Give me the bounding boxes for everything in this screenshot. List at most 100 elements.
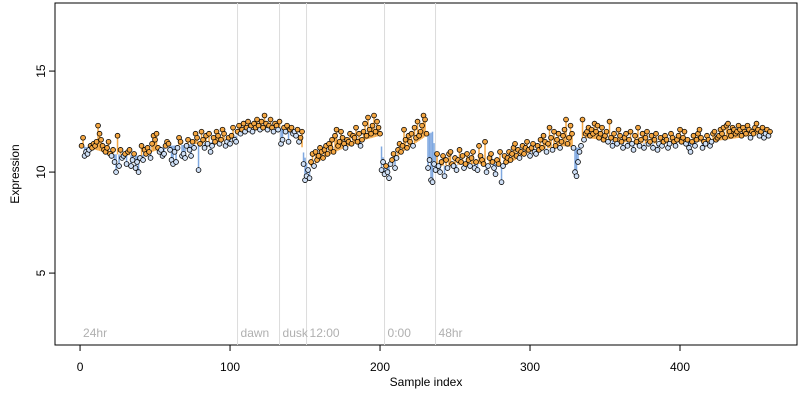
data-point xyxy=(747,134,754,141)
data-point xyxy=(495,161,502,167)
data-point xyxy=(548,134,554,141)
data-point xyxy=(198,128,205,135)
data-point xyxy=(497,149,503,155)
data-point xyxy=(648,132,655,139)
data-point xyxy=(543,149,550,155)
data-point xyxy=(404,145,410,151)
data-point xyxy=(690,132,697,139)
x-tick-label: 400 xyxy=(670,360,690,374)
data-point xyxy=(635,124,641,131)
data-point xyxy=(183,143,190,149)
data-point xyxy=(579,116,586,123)
data-point xyxy=(759,124,766,131)
data-point xyxy=(186,147,193,153)
data-point xyxy=(173,159,179,165)
data-point xyxy=(197,140,203,147)
data-point xyxy=(240,120,247,127)
data-point xyxy=(194,134,200,141)
annotation: dawn xyxy=(241,326,270,340)
data-point xyxy=(447,149,454,155)
data-point xyxy=(138,143,145,149)
data-point xyxy=(537,136,544,143)
data-point xyxy=(177,138,184,145)
data-point xyxy=(419,122,425,129)
data-point xyxy=(627,128,634,135)
data-point xyxy=(654,147,661,153)
data-point xyxy=(389,157,395,163)
data-point xyxy=(680,134,686,141)
data-point xyxy=(191,145,197,151)
data-point xyxy=(480,161,487,167)
data-point xyxy=(401,126,407,133)
data-point xyxy=(195,167,202,173)
data-point xyxy=(512,140,518,147)
data-point xyxy=(288,124,295,131)
data-point xyxy=(147,155,154,161)
data-point xyxy=(561,126,568,133)
data-point xyxy=(374,118,380,125)
data-point xyxy=(549,147,556,153)
data-point xyxy=(681,128,688,135)
data-point xyxy=(209,143,215,149)
data-point xyxy=(300,161,307,167)
data-point xyxy=(539,145,545,151)
data-point xyxy=(443,157,449,163)
data-point xyxy=(557,145,563,151)
data-point xyxy=(158,147,164,153)
data-point xyxy=(275,126,281,133)
data-point xyxy=(437,169,443,175)
data-point xyxy=(573,173,580,179)
data-point xyxy=(633,138,640,145)
data-point xyxy=(207,149,214,155)
data-point xyxy=(338,128,344,135)
data-point xyxy=(516,155,523,161)
data-point xyxy=(215,132,221,139)
data-point xyxy=(687,149,694,155)
data-point xyxy=(629,140,635,147)
data-point xyxy=(474,167,481,173)
data-point xyxy=(171,149,178,155)
data-point xyxy=(363,132,370,139)
data-point xyxy=(123,161,130,167)
data-point xyxy=(206,130,212,137)
data-point xyxy=(228,132,235,139)
data-point xyxy=(161,151,167,157)
data-point xyxy=(569,130,575,137)
data-point xyxy=(285,138,292,145)
data-point xyxy=(435,163,442,169)
data-point xyxy=(533,151,539,157)
data-point xyxy=(212,138,218,145)
data-point xyxy=(699,145,706,151)
data-point xyxy=(342,145,349,151)
y-tick-label: 15 xyxy=(34,64,48,78)
data-point xyxy=(647,138,653,145)
data-point xyxy=(434,151,440,157)
data-point xyxy=(249,128,256,135)
data-point xyxy=(356,130,362,137)
data-point xyxy=(402,136,409,143)
data-point xyxy=(485,163,491,169)
data-point xyxy=(407,138,413,145)
data-point xyxy=(489,159,496,165)
data-point xyxy=(639,130,646,137)
plot-frame xyxy=(54,2,798,346)
data-point xyxy=(369,122,376,129)
data-point xyxy=(545,140,551,147)
data-point xyxy=(384,169,391,175)
data-point xyxy=(306,175,313,181)
data-point xyxy=(386,175,392,181)
data-point xyxy=(320,155,326,161)
data-point xyxy=(368,130,374,137)
data-point xyxy=(411,124,418,131)
data-point xyxy=(609,143,616,149)
data-point xyxy=(351,134,358,141)
data-point xyxy=(750,130,757,137)
data-point xyxy=(315,153,322,159)
data-point xyxy=(299,128,305,135)
data-point xyxy=(632,132,638,139)
data-point xyxy=(507,157,514,163)
data-point xyxy=(336,138,343,145)
x-tick-label: 0 xyxy=(77,360,84,374)
data-point xyxy=(371,112,377,119)
